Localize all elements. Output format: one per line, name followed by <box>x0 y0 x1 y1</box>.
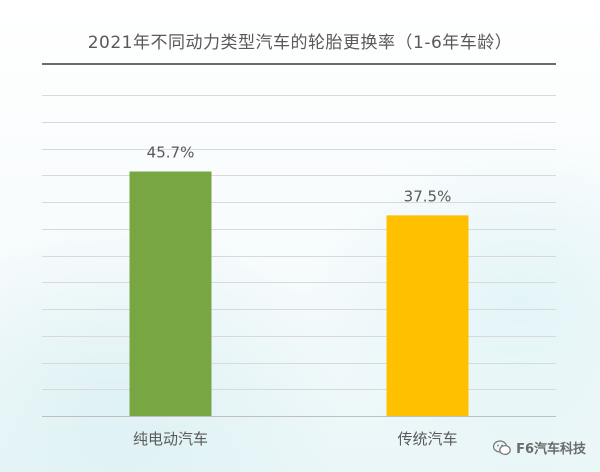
category-label-1: 传统汽车 <box>397 430 457 448</box>
bar-0 <box>129 171 212 416</box>
watermark: F6汽车科技 <box>493 438 586 457</box>
title-divider <box>42 63 556 65</box>
data-label-0: 45.7% <box>147 144 195 162</box>
chart-title: 2021年不同动力类型汽车的轮胎更换率（1-6年车龄） <box>87 33 513 53</box>
bar-1 <box>386 215 469 416</box>
bars <box>129 171 469 416</box>
labels: 45.7% 纯电动汽车 37.5% 传统汽车 <box>133 144 458 448</box>
watermark-text: F6汽车科技 <box>516 442 586 457</box>
data-label-1: 37.5% <box>404 187 452 205</box>
category-label-0: 纯电动汽车 <box>133 430 208 448</box>
gridlines <box>42 95 556 417</box>
wechat-icon <box>493 439 511 455</box>
